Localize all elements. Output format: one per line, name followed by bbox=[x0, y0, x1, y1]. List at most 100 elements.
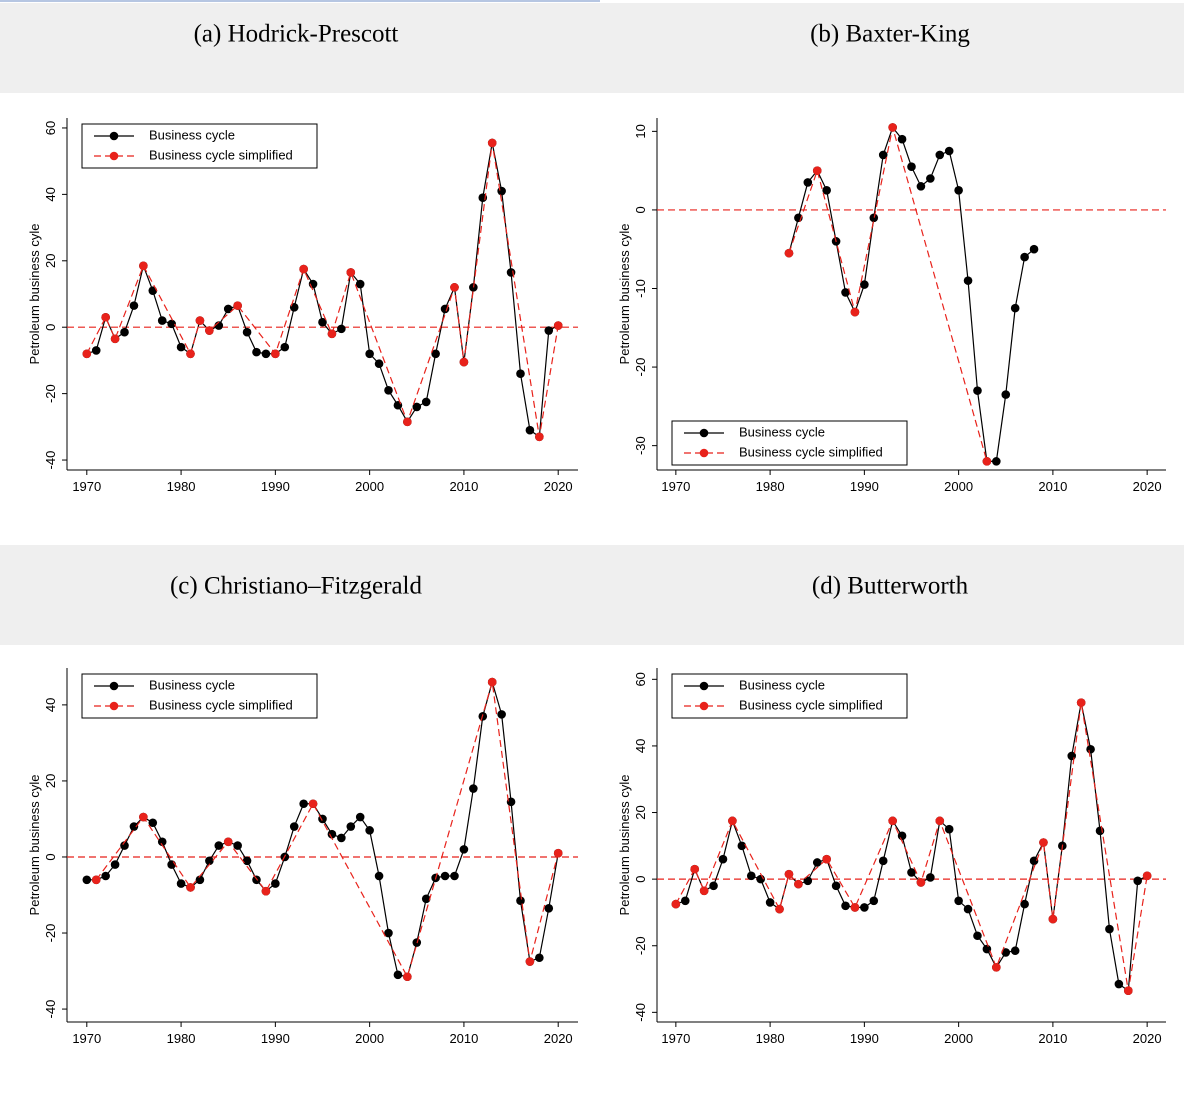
y-tick-label: 0 bbox=[43, 853, 58, 860]
data-point bbox=[1133, 876, 1143, 886]
legend-label: Business cycle simplified bbox=[149, 147, 293, 162]
data-point bbox=[553, 848, 563, 858]
data-point bbox=[1142, 871, 1152, 881]
data-point bbox=[271, 349, 280, 359]
panel-title: (c) Christiano–Fitzgerald bbox=[170, 573, 423, 600]
x-tick-label: 2000 bbox=[355, 1031, 384, 1046]
data-point bbox=[812, 858, 822, 867]
data-point bbox=[412, 402, 422, 412]
data-point bbox=[393, 970, 403, 980]
x-tick-label: 2020 bbox=[544, 479, 573, 494]
data-point bbox=[728, 816, 737, 826]
data-point bbox=[176, 879, 186, 888]
data-point bbox=[963, 904, 973, 914]
legend-marker bbox=[699, 701, 709, 711]
data-point bbox=[869, 213, 879, 223]
data-point bbox=[120, 327, 129, 337]
data-point bbox=[384, 928, 393, 938]
data-point bbox=[831, 881, 841, 891]
data-point bbox=[355, 812, 365, 822]
y-tick-label: 40 bbox=[43, 187, 58, 201]
data-point bbox=[737, 841, 747, 851]
data-point bbox=[506, 797, 516, 807]
data-point bbox=[469, 784, 478, 793]
data-point bbox=[1029, 856, 1039, 866]
data-point bbox=[374, 359, 384, 369]
data-point bbox=[803, 876, 813, 886]
data-point bbox=[497, 186, 506, 196]
data-point bbox=[709, 881, 718, 891]
data-point bbox=[935, 150, 945, 160]
title-band bbox=[0, 3, 1184, 93]
data-point bbox=[746, 871, 756, 881]
x-tick-label: 2000 bbox=[944, 479, 973, 494]
data-point bbox=[393, 400, 403, 410]
data-point bbox=[148, 818, 158, 828]
data-point bbox=[337, 324, 346, 334]
legend-label: Business cycle simplified bbox=[149, 697, 293, 712]
data-point bbox=[516, 369, 525, 378]
series-line bbox=[86, 142, 559, 438]
data-point bbox=[440, 871, 450, 881]
data-point bbox=[982, 457, 992, 466]
data-point bbox=[878, 150, 888, 160]
data-point bbox=[812, 166, 822, 175]
data-point bbox=[299, 264, 308, 274]
data-point bbox=[186, 349, 195, 359]
data-point bbox=[497, 710, 506, 719]
x-tick-label: 2010 bbox=[1038, 479, 1067, 494]
legend-label: Business cycle bbox=[149, 127, 235, 142]
data-point bbox=[148, 286, 158, 295]
x-tick-label: 2020 bbox=[1133, 479, 1162, 494]
data-point bbox=[775, 904, 784, 914]
data-point bbox=[1039, 838, 1048, 847]
data-point bbox=[82, 349, 92, 359]
data-point bbox=[1010, 303, 1020, 313]
data-point bbox=[944, 146, 954, 156]
data-point bbox=[544, 904, 554, 913]
x-tick-label: 1980 bbox=[756, 1031, 785, 1046]
data-point bbox=[289, 302, 299, 312]
data-point bbox=[129, 822, 139, 831]
legend-box bbox=[671, 673, 908, 719]
x-tick-label: 1990 bbox=[850, 1031, 879, 1046]
legend-box bbox=[81, 123, 318, 169]
data-point bbox=[167, 319, 176, 329]
legend-marker bbox=[699, 428, 709, 438]
data-point bbox=[718, 854, 728, 864]
legend-marker bbox=[109, 131, 119, 141]
x-tick-label: 1990 bbox=[261, 1031, 290, 1046]
data-point bbox=[1105, 924, 1114, 934]
data-point bbox=[223, 837, 233, 847]
legend-label: Business cycle bbox=[149, 677, 235, 692]
series-line bbox=[86, 142, 559, 437]
data-point bbox=[784, 248, 794, 258]
data-point bbox=[860, 280, 869, 289]
data-point bbox=[176, 342, 186, 352]
data-point bbox=[926, 174, 935, 183]
data-point bbox=[516, 896, 525, 906]
data-point bbox=[822, 185, 831, 195]
data-point bbox=[110, 860, 120, 869]
data-point bbox=[195, 316, 205, 325]
data-point bbox=[487, 677, 497, 687]
data-point bbox=[450, 283, 459, 292]
data-point bbox=[129, 301, 139, 310]
legend-label: Business cycle simplified bbox=[739, 444, 883, 459]
data-point bbox=[242, 327, 252, 337]
x-tick-label: 2000 bbox=[944, 1031, 973, 1046]
y-tick-label: 20 bbox=[43, 254, 58, 268]
data-point bbox=[421, 894, 431, 904]
data-point bbox=[897, 134, 907, 144]
data-point bbox=[973, 931, 982, 941]
data-point bbox=[784, 869, 794, 879]
data-point bbox=[1123, 986, 1133, 995]
data-point bbox=[346, 268, 356, 277]
data-point bbox=[907, 868, 916, 877]
data-point bbox=[459, 845, 469, 854]
y-tick-label: -10 bbox=[633, 279, 648, 298]
data-point bbox=[907, 162, 916, 172]
panel-title: (a) Hodrick-Prescott bbox=[194, 21, 399, 48]
y-axis-label: Petroleum business cyle bbox=[617, 224, 632, 365]
